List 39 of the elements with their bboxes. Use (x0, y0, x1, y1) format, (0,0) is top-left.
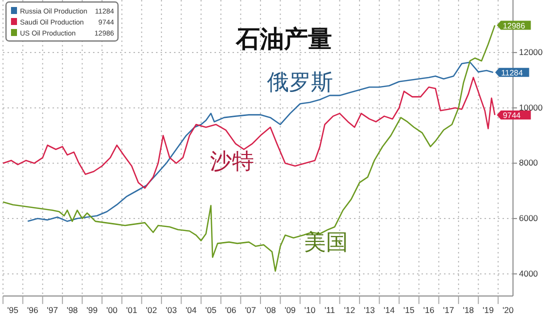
x-tick-label: '05 (205, 305, 217, 315)
x-tick-label: '01 (126, 305, 138, 315)
x-tick-label: '96 (27, 305, 38, 315)
data-label: 11284 (501, 68, 524, 78)
text: 石油产量 (235, 24, 332, 53)
y-tick-label: 4000 (519, 268, 538, 278)
x-tick-label: '19 (482, 305, 494, 315)
annotation: 美国 (304, 230, 348, 256)
x-tick-label: '16 (423, 305, 435, 315)
x-tick-label: '17 (443, 305, 454, 315)
x-tick-label: '11 (324, 305, 336, 315)
y-tick-label: 6000 (519, 213, 538, 224)
x-tick-label: '08 (264, 305, 276, 315)
data-label: 12986 (502, 21, 526, 30)
x-tick-label: '99 (86, 305, 98, 315)
x-tick-label: '07 (244, 305, 256, 315)
data-label: 9744 (502, 110, 522, 120)
y-tick-label: 12000 (519, 47, 543, 58)
x-tick-label: '04 (186, 305, 197, 315)
x-tick-label: '12 (344, 305, 356, 315)
line-series (27, 62, 494, 222)
y-tick-label: 8000 (519, 158, 538, 168)
annotation: 沙特 (210, 150, 254, 175)
x-tick-label: '13 (364, 305, 376, 315)
x-tick-label: '00 (106, 305, 118, 315)
x-tick-label: '95 (7, 305, 19, 315)
y-tick-label: 10000 (519, 102, 543, 112)
x-tick-label: '15 (403, 305, 415, 315)
x-tick-label: '06 (225, 305, 237, 315)
x-tick-label: '10 (304, 305, 316, 315)
x-tick-label: '18 (462, 305, 474, 315)
annotation: 俄罗斯 (267, 70, 333, 96)
x-tick-label: '20 (502, 305, 514, 315)
x-tick-label: '02 (146, 305, 158, 315)
x-tick-label: '09 (284, 305, 296, 315)
x-tick-label: '03 (166, 305, 178, 315)
x-tick-label: '14 (384, 305, 395, 315)
x-tick-label: '97 (46, 305, 58, 315)
x-tick-label: '98 (66, 305, 78, 315)
